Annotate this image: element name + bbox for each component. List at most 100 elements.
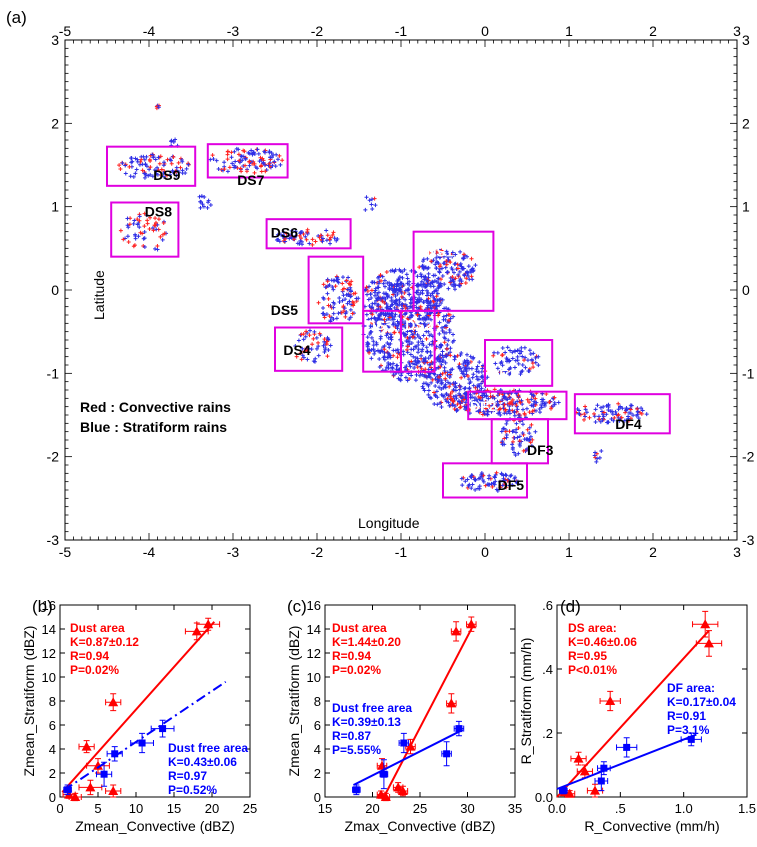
stratiform-point (156, 105, 161, 110)
convective-point (481, 473, 486, 478)
convective-point (582, 412, 587, 417)
stratiform-point (415, 356, 420, 361)
stratiform-point (409, 347, 414, 352)
stratiform-point (474, 374, 479, 379)
stratiform-point (524, 406, 529, 411)
stratiform-point (504, 433, 509, 438)
stratiform-point (161, 174, 166, 179)
stratiform-point (428, 284, 433, 289)
convective-point (426, 324, 431, 329)
stratiform-point (345, 301, 350, 306)
stratiform-point (153, 157, 158, 162)
convective-point (369, 288, 374, 293)
stratiform-point (365, 292, 370, 297)
stratiform-point (639, 406, 644, 411)
convective-point (510, 402, 515, 407)
stratiform-point (412, 366, 417, 371)
stratiform-point (169, 138, 174, 143)
stratiform-point (439, 301, 444, 306)
region-label-ds6: DS6 (271, 225, 298, 241)
stratiform-point (335, 275, 340, 280)
stratiform-point (420, 316, 425, 321)
stratiform-point (444, 354, 449, 359)
stratiform-point (425, 299, 430, 304)
convective-point (121, 237, 126, 242)
convective-point (165, 157, 170, 162)
convective-point (522, 358, 527, 363)
stratiform-point (424, 329, 429, 334)
convective-point (437, 264, 442, 269)
stratiform-point (447, 327, 452, 332)
convective-point (316, 300, 321, 305)
stratiform-point (314, 346, 319, 351)
stratiform-point (155, 172, 160, 177)
stratiform-point (510, 442, 515, 447)
stratiform-point (448, 381, 453, 386)
annotation-blue: DF area: (667, 681, 715, 695)
stratiform-point (445, 251, 450, 256)
stratiform-point (249, 148, 254, 153)
stratiform-point (415, 274, 420, 279)
x-tick-label: 0.0 (548, 801, 566, 816)
stratiform-point (137, 214, 142, 219)
convective-point (483, 483, 488, 488)
stratiform-point (510, 482, 515, 487)
convective-point (316, 340, 321, 345)
stratiform-point (432, 278, 437, 283)
stratiform-point (125, 234, 130, 239)
stratiform-point (225, 169, 230, 174)
stratiform-point (492, 482, 497, 487)
y-right-tick-label: -2 (742, 449, 755, 465)
y-tick-label: -2 (47, 449, 60, 465)
stratiform-point (540, 399, 545, 404)
stratiform-point (387, 323, 392, 328)
stratiform-point (425, 305, 430, 310)
stratiform-point (366, 297, 371, 302)
stratiform-point (468, 379, 473, 384)
stratiform-point (380, 274, 385, 279)
x-tick-label: .5 (615, 801, 626, 816)
stratiform-point (382, 354, 387, 359)
x-tick-label: 30 (460, 801, 474, 816)
stratiform-point (384, 319, 389, 324)
region-box-ds6 (265, 218, 352, 250)
convective-point (263, 169, 268, 174)
stratiform-point (492, 350, 497, 355)
stratiform-point (613, 409, 618, 414)
y-tick-label: 10 (42, 670, 56, 685)
stratiform-point (463, 390, 468, 395)
convective-point (140, 231, 145, 236)
convective-point (483, 406, 488, 411)
convective-point (324, 342, 329, 347)
stratiform-point (250, 152, 255, 157)
stratiform-point (420, 339, 425, 344)
stratiform-point (389, 298, 394, 303)
stratiform-point (444, 249, 449, 254)
stratiform-point (309, 347, 314, 352)
stratiform-point (442, 368, 447, 373)
convective-point (340, 287, 345, 292)
stratiform-point (199, 194, 204, 199)
annotation-blue: K=0.43±0.06 (168, 755, 237, 769)
stratiform-point (372, 293, 377, 298)
convective-point (301, 232, 306, 237)
stratiform-point (399, 291, 404, 296)
stratiform-point (629, 403, 634, 408)
stratiform-point (416, 350, 421, 355)
stratiform-point (422, 282, 427, 287)
stratiform-point (424, 315, 429, 320)
x-tick-label: 0 (481, 544, 489, 560)
convective-point (328, 235, 333, 240)
stratiform-point (425, 279, 430, 284)
stratiform-point (440, 358, 445, 363)
convective-point (367, 350, 372, 355)
stratiform-point (133, 171, 138, 176)
stratiform-point (321, 306, 326, 311)
stratiform-point (376, 281, 381, 286)
y-tick-label: 8 (49, 694, 56, 709)
stratiform-point (396, 277, 401, 282)
annotation-blue: R=0.87 (332, 729, 371, 743)
stratiform-point (503, 472, 508, 477)
y-tick-label: 6 (49, 718, 56, 733)
stratiform-point (367, 198, 372, 203)
